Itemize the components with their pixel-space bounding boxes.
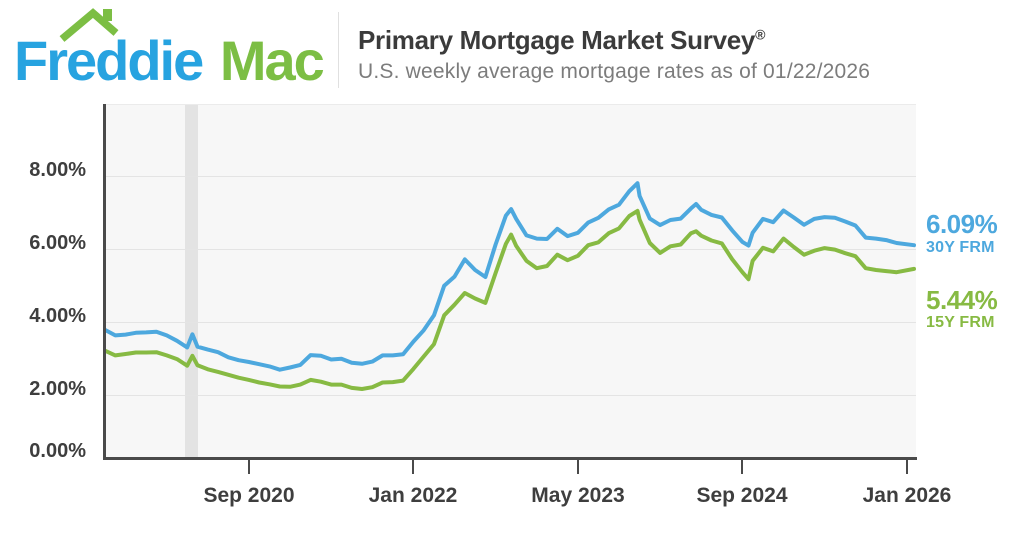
- y-tick-label-0: 0.00%: [29, 440, 86, 462]
- x-tick-mark: [906, 460, 908, 474]
- x-tick-mark: [248, 460, 250, 474]
- logo-mac-text: Mac: [219, 29, 325, 92]
- gridline-4pct: [105, 321, 916, 323]
- y-tick-label-6: 6.00%: [29, 232, 86, 254]
- freddie-mac-logo: Freddie Mac: [14, 33, 325, 89]
- gridline-6pct: [105, 248, 916, 250]
- current-rate-30y: 6.09%: [926, 209, 998, 239]
- x-tick-mark: [577, 460, 579, 474]
- gridline-2pct: [105, 394, 916, 396]
- logo-freddie-text: Freddie: [14, 29, 204, 92]
- page-title: Primary Mortgage Market Survey®: [358, 25, 765, 56]
- freddie-mac-roof-icon: [59, 8, 119, 42]
- x-tick-mark: [741, 460, 743, 474]
- header-divider: [338, 12, 339, 88]
- current-rate-15y: 5.44%: [926, 285, 998, 315]
- y-tick-label-8: 8.00%: [29, 159, 86, 181]
- page-title-text: Primary Mortgage Market Survey: [358, 25, 756, 55]
- y-tick-label-4: 4.00%: [29, 305, 86, 327]
- x-tick-mark: [412, 460, 414, 474]
- x-tick-label: Sep 2024: [696, 484, 788, 507]
- plot-area: [105, 104, 916, 459]
- rate-line-15y: [105, 208, 916, 391]
- x-tick-label: May 2023: [531, 484, 625, 507]
- page-subtitle: U.S. weekly average mortgage rates as of…: [358, 60, 871, 83]
- gridline-8pct: [105, 175, 916, 177]
- series-label-15y-frm: 15Y FRM: [926, 314, 995, 331]
- recession-band: [185, 105, 198, 459]
- rate-lines-svg: [105, 181, 916, 391]
- y-tick-label-2: 2.00%: [29, 378, 86, 400]
- x-tick-label: Jan 2022: [368, 484, 458, 507]
- series-label-30y-frm: 30Y FRM: [926, 239, 995, 256]
- x-tick-label: Sep 2020: [203, 484, 295, 507]
- y-axis-line: [103, 104, 106, 459]
- x-tick-label: Jan 2026: [862, 484, 952, 507]
- x-axis-line: [103, 457, 917, 460]
- rate-line-30y: [105, 181, 916, 372]
- registered-mark: ®: [755, 26, 766, 43]
